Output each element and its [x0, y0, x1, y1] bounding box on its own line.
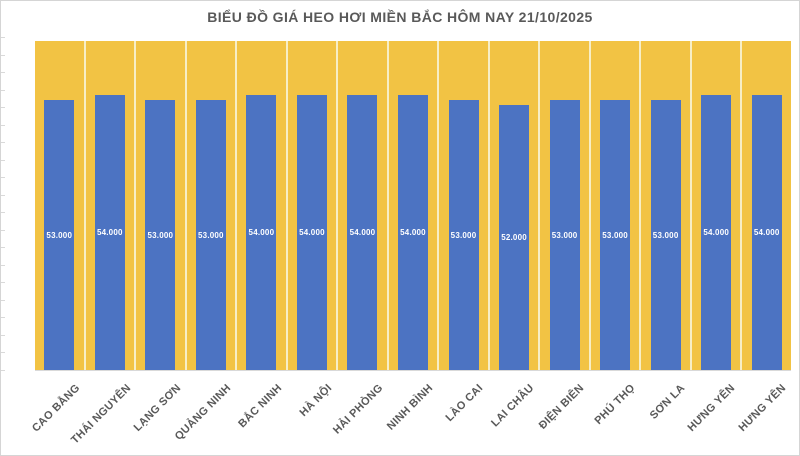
category-column: 53.000	[540, 41, 589, 370]
bar-value-label: 54.000	[753, 228, 780, 237]
axis-tick	[1, 37, 5, 38]
axis-tick	[1, 230, 5, 231]
bar-value-label: 54.000	[96, 228, 123, 237]
category-column: 54.000	[388, 41, 438, 370]
bar-value-label: 53.000	[198, 230, 224, 240]
axis-tick	[1, 212, 5, 213]
price-bar: 53.000	[448, 100, 479, 370]
bar-value-label: 54.000	[248, 228, 275, 237]
bar-value-label: 53.000	[652, 230, 679, 240]
price-bar: 53.000	[195, 100, 226, 370]
bar-value-label: 54.000	[703, 228, 729, 237]
columns-container: 53.000 54.000 53.000 53.000 54.000 54.000 54.0…	[35, 41, 791, 370]
category-column: 52.000	[489, 41, 539, 370]
price-bar: 54.000	[94, 95, 125, 370]
axis-tick	[1, 282, 5, 283]
axis-tick	[1, 55, 5, 56]
bar-value-label: 54.000	[299, 228, 325, 237]
axis-tick	[1, 265, 5, 266]
price-bar: 54.000	[701, 95, 732, 370]
axis-tick	[1, 177, 5, 178]
axis-tick	[1, 107, 5, 108]
category-column: 53.000	[439, 41, 488, 370]
axis-tick	[1, 142, 5, 143]
category-column: 54.000	[237, 41, 286, 370]
axis-tick	[1, 317, 5, 318]
category-column: 53.000	[641, 41, 690, 370]
bar-value-label: 53.000	[450, 230, 477, 240]
price-bar: 53.000	[600, 100, 631, 370]
bar-value-label: 53.000	[602, 230, 628, 240]
price-bar: 53.000	[650, 100, 681, 370]
price-bar: 53.000	[549, 100, 580, 370]
plot-area: 53.000 54.000 53.000 53.000 54.000 54.000 54.0…	[35, 41, 791, 371]
axis-tick	[1, 370, 5, 371]
price-bar: 53.000	[145, 100, 176, 370]
price-bar: 54.000	[246, 95, 277, 370]
category-column: 53.000	[35, 41, 84, 370]
axis-tick	[1, 72, 5, 73]
bar-value-label: 54.000	[400, 228, 426, 237]
price-bar: 52.000	[499, 105, 530, 370]
category-column: 53.000	[590, 41, 640, 370]
axis-tick	[1, 247, 5, 248]
price-bar: 54.000	[347, 95, 378, 370]
category-column: 54.000	[742, 41, 791, 370]
axis-tick	[1, 125, 5, 126]
bar-value-label: 53.000	[147, 230, 174, 240]
x-axis: CAO BẰNG THÁI NGUYÊN LẠNG SƠN QUẢNG NINH BẮC…	[30, 370, 791, 455]
category-column: 53.000	[186, 41, 236, 370]
axis-tick	[1, 195, 5, 196]
category-column: 54.000	[691, 41, 741, 370]
axis-tick	[1, 300, 5, 301]
bar-value-label: 54.000	[349, 228, 376, 237]
category-column: 53.000	[136, 41, 185, 370]
category-column: 54.000	[85, 41, 135, 370]
axis-tick	[1, 90, 5, 91]
price-bar: 54.000	[397, 95, 428, 370]
y-axis-ticks	[1, 1, 7, 455]
bar-value-label: 52.000	[501, 233, 527, 242]
category-column: 54.000	[338, 41, 387, 370]
category-label: HƯNG YÊN	[736, 382, 789, 434]
price-bar: 54.000	[296, 95, 327, 370]
price-bar: 54.000	[751, 95, 782, 370]
category-column: 54.000	[287, 41, 337, 370]
axis-tick	[1, 335, 5, 336]
axis-tick	[1, 160, 5, 161]
price-bar: 53.000	[44, 100, 75, 370]
axis-tick	[1, 352, 5, 353]
bar-value-label: 53.000	[551, 230, 578, 240]
bar-value-label: 53.000	[46, 230, 73, 240]
chart-title: BIỂU ĐỒ GIÁ HEO HƠI MIỀN BẮC HÔM NAY 21/…	[207, 9, 593, 25]
